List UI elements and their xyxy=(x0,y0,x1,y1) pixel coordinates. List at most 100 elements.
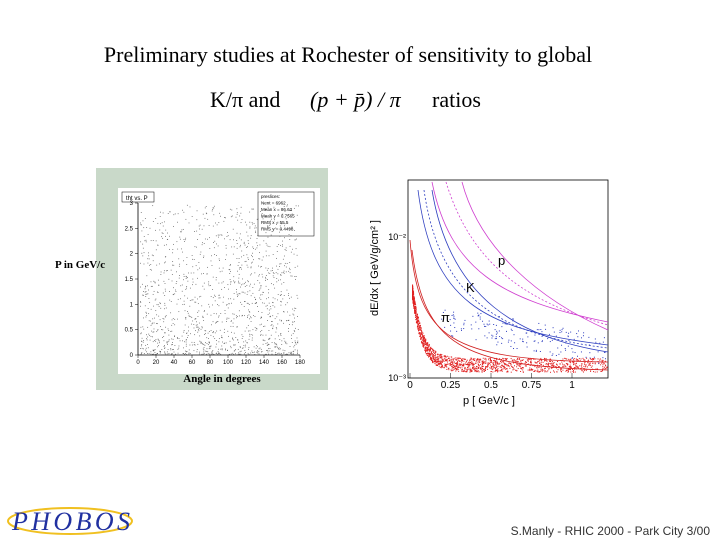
pion-dot xyxy=(491,365,493,367)
pion-dot xyxy=(435,360,437,362)
scatter-dot xyxy=(148,252,149,254)
scatter-dot xyxy=(224,310,226,311)
scatter-dot xyxy=(293,346,295,348)
pion-dot xyxy=(474,368,476,370)
kaon-dot xyxy=(450,324,452,326)
pion-dot xyxy=(415,308,417,310)
scatter-dot xyxy=(161,329,162,331)
scatter-dot xyxy=(197,277,198,279)
scatter-dot xyxy=(246,224,248,226)
scatter-dot xyxy=(294,276,296,277)
pion-dot xyxy=(418,319,420,321)
scatter-dot xyxy=(283,272,285,274)
scatter-dot xyxy=(238,268,240,270)
scatter-dot xyxy=(247,235,249,237)
scatter-dot xyxy=(275,353,276,355)
scatter-dot xyxy=(216,243,217,245)
scatter-dot xyxy=(257,346,258,348)
pion-dot xyxy=(414,309,416,311)
pion-dot xyxy=(527,360,529,362)
scatter-dot xyxy=(250,237,252,239)
pion-dot xyxy=(590,358,592,360)
pion-dot xyxy=(422,336,424,338)
scatter-dot xyxy=(267,236,269,238)
pion-dot xyxy=(499,366,501,368)
scatter-dot xyxy=(260,334,262,336)
scatter-dot xyxy=(182,353,184,354)
pion-dot xyxy=(531,364,533,366)
scatter-dot xyxy=(212,289,214,290)
pion-dot xyxy=(504,363,506,365)
scatter-dot xyxy=(238,293,240,295)
pion-dot xyxy=(504,363,506,365)
pion-dot xyxy=(564,365,566,367)
scatter-dot xyxy=(251,350,253,352)
pion-dot xyxy=(469,359,471,361)
scatter-dot xyxy=(254,351,255,353)
scatter-dot xyxy=(296,238,297,240)
scatter-dot xyxy=(203,257,204,258)
scatter-dot xyxy=(162,225,164,227)
pion-dot xyxy=(487,363,489,365)
scatter-dot xyxy=(142,243,144,245)
kaon-dot xyxy=(589,352,591,354)
kaon-dot xyxy=(508,339,510,341)
pion-dot xyxy=(456,366,458,368)
pion-dot xyxy=(431,358,433,360)
pion-dot xyxy=(593,359,595,361)
scatter-dot xyxy=(205,206,207,207)
scatter-dot xyxy=(238,258,240,259)
scatter-dot xyxy=(153,290,155,292)
pion-dot xyxy=(567,364,569,366)
pion-dot xyxy=(550,359,552,361)
scatter-dot xyxy=(252,252,254,254)
scatter-dot xyxy=(224,342,226,344)
kaon-dot xyxy=(498,316,500,318)
scatter-dot xyxy=(268,309,270,311)
scatter-dot xyxy=(171,344,173,346)
scatter-dot xyxy=(287,320,289,322)
scatter-dot xyxy=(280,229,282,231)
scatter-dot xyxy=(262,302,263,304)
scatter-dot xyxy=(269,246,271,248)
scatter-dot xyxy=(270,270,272,272)
scatter-dot xyxy=(278,347,280,349)
scatter-dot xyxy=(196,246,197,248)
scatter-dot xyxy=(274,343,276,345)
kaon-dot xyxy=(512,318,514,320)
kaon-dot xyxy=(578,330,580,332)
scatter-dot xyxy=(207,266,208,268)
scatter-dot xyxy=(280,335,282,336)
scatter-dot xyxy=(278,244,280,245)
scatter-dot xyxy=(226,318,228,320)
scatter-dot xyxy=(276,353,278,355)
scatter-dot xyxy=(254,303,256,304)
scatter-dot xyxy=(247,315,248,317)
pion-dot xyxy=(506,358,508,360)
kaon-dot xyxy=(454,318,456,320)
scatter-dot xyxy=(185,237,187,239)
scatter-dot xyxy=(180,231,181,233)
pion-dot xyxy=(592,368,594,370)
kaon-dot xyxy=(470,324,472,326)
pion-dot xyxy=(484,361,486,363)
scatter-dot xyxy=(142,294,144,296)
scatter-dot xyxy=(290,351,292,353)
pion-dot xyxy=(490,371,492,373)
pion-dot xyxy=(425,350,427,352)
scatter-dot xyxy=(248,338,250,340)
pion-dot xyxy=(448,367,450,369)
kaon-dot xyxy=(603,337,605,339)
scatter-dot xyxy=(276,251,278,252)
pion-dot xyxy=(413,297,415,299)
scatter-dot xyxy=(284,248,286,250)
pion-dot xyxy=(437,359,439,361)
scatter-dot xyxy=(268,338,269,340)
scatter-dot xyxy=(282,258,284,260)
pion-dot xyxy=(494,361,496,363)
pion-dot xyxy=(445,365,447,367)
scatter-dot xyxy=(297,297,299,299)
scatter-dot xyxy=(272,315,274,317)
scatter-dot xyxy=(237,353,239,355)
scatter-dot xyxy=(250,235,252,237)
